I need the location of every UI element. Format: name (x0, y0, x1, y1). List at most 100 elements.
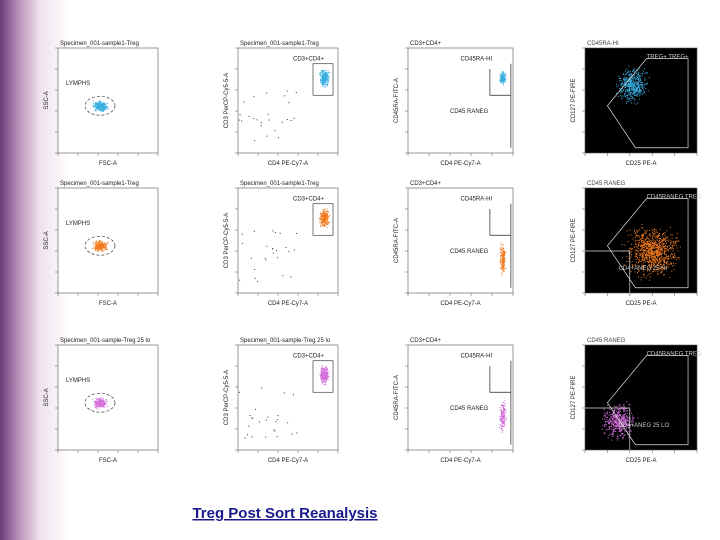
event-dot (503, 78, 505, 80)
event-dot (652, 262, 654, 264)
event-dot (98, 103, 100, 105)
event-dot (628, 424, 630, 426)
event-dot (98, 100, 100, 102)
event-dot (101, 401, 103, 403)
event-dot (651, 254, 653, 256)
event-dot (614, 417, 616, 419)
event-dot (663, 253, 665, 255)
event-dot (103, 106, 105, 108)
event-dot (97, 403, 99, 405)
event-dot (105, 401, 107, 403)
event-dot (501, 71, 503, 73)
event-dot (105, 103, 107, 105)
event-dot (320, 215, 322, 217)
event-dot (253, 96, 255, 98)
event-dot (617, 415, 619, 417)
event-dot (321, 381, 323, 383)
event-dot (501, 413, 503, 415)
event-dot (649, 252, 651, 254)
event-dot (504, 408, 506, 410)
y-axis-label: CD3 PerCP-Cy5-5-A (224, 213, 230, 268)
y-axis-label: CD45RA-FITC-A (394, 375, 400, 420)
event-dot (663, 232, 665, 234)
event-dot (325, 75, 327, 77)
event-dot (641, 245, 643, 247)
event-dot (624, 244, 626, 246)
event-dot (502, 244, 504, 246)
event-dot (674, 241, 676, 243)
event-dot (320, 225, 322, 227)
event-dot (99, 405, 101, 407)
event-dot (321, 83, 323, 85)
event-dot (320, 370, 322, 372)
event-dot (620, 417, 622, 419)
event-dot (649, 260, 651, 262)
event-dot (502, 256, 504, 258)
event-dot (642, 84, 644, 86)
event-dot (100, 246, 102, 248)
event-dot (327, 79, 329, 81)
event-dot (666, 245, 668, 247)
event-dot (619, 426, 621, 428)
event-dot (103, 404, 105, 406)
event-dot (275, 421, 277, 423)
event-dot (98, 248, 100, 250)
event-dot (648, 77, 650, 79)
y-axis-label: CD45RA-FITC-A (394, 218, 400, 263)
event-dot (99, 405, 101, 407)
event-dot (502, 268, 504, 270)
event-dot (637, 77, 639, 79)
event-dot (626, 80, 628, 82)
event-dot (637, 258, 639, 260)
event-dot (501, 427, 503, 429)
event-dot (648, 258, 650, 260)
event-dot (322, 220, 324, 222)
event-dot (501, 72, 503, 74)
event-dot (629, 417, 631, 419)
event-dot (632, 417, 634, 419)
event-dot (605, 420, 607, 422)
event-dot (102, 397, 104, 399)
event-dot (98, 401, 100, 403)
event-dot (640, 78, 642, 80)
event-dot (503, 415, 505, 417)
event-dot (636, 91, 638, 93)
event-dot (239, 114, 241, 116)
event-dot (651, 257, 653, 259)
event-dot (666, 254, 668, 256)
event-dot (504, 412, 506, 414)
event-dot (638, 95, 640, 97)
event-dot (649, 235, 651, 237)
event-dot (320, 221, 322, 223)
event-dot (641, 85, 643, 87)
event-dot (260, 122, 262, 124)
event-dot (653, 246, 655, 248)
event-dot (630, 80, 632, 82)
event-dot (641, 263, 643, 265)
event-dot (620, 431, 622, 433)
event-dot (632, 84, 634, 86)
event-dot (622, 436, 624, 438)
event-dot (258, 421, 260, 423)
event-dot (638, 260, 640, 262)
event-dot (648, 255, 650, 257)
event-dot (621, 432, 623, 434)
event-dot (651, 250, 653, 252)
event-dot (621, 406, 623, 408)
event-dot (100, 105, 102, 107)
event-dot (274, 232, 276, 234)
event-dot (643, 251, 645, 253)
event-dot (327, 218, 329, 220)
event-dot (640, 260, 642, 262)
event-dot (500, 256, 502, 258)
event-dot (618, 415, 620, 417)
event-dot (327, 75, 329, 77)
gate-label: CD45RANEG TREG (647, 195, 702, 201)
event-dot (324, 76, 326, 78)
event-dot (644, 243, 646, 245)
event-dot (603, 409, 605, 411)
event-dot (98, 101, 100, 103)
event-dot (618, 410, 620, 412)
event-dot (639, 87, 641, 89)
event-dot (660, 253, 662, 255)
